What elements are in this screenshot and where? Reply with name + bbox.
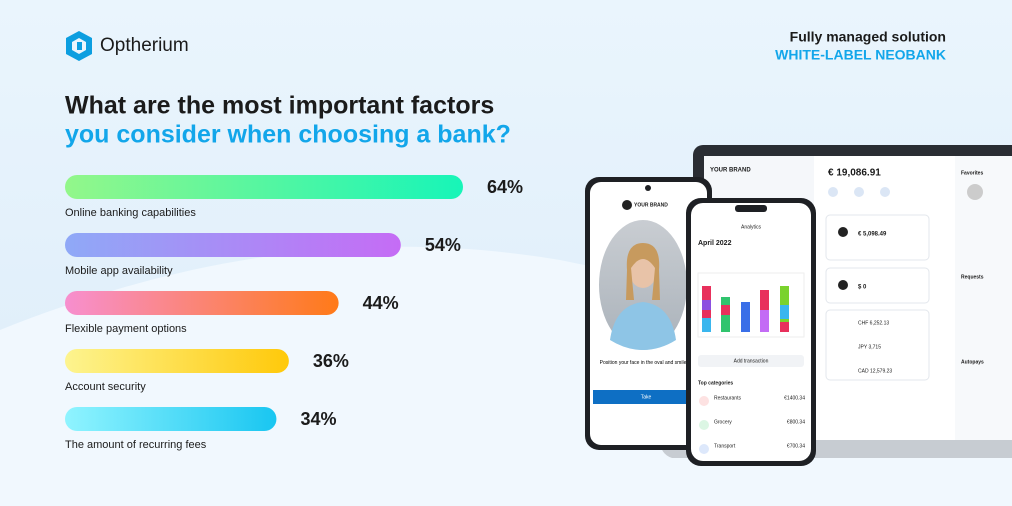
mockup-text: CHF 6,252.13 <box>858 320 889 326</box>
title-line: you consider when choosing a bank? <box>65 121 511 149</box>
category-label: Account security <box>65 381 146 393</box>
bar <box>65 349 289 373</box>
bar <box>65 233 401 257</box>
phone <box>585 177 712 450</box>
mockup-text: Restaurants <box>714 395 741 401</box>
mockup-text: JPY 3,715 <box>858 344 881 350</box>
category-label: The amount of recurring fees <box>65 439 207 451</box>
value-label: 54% <box>425 235 461 255</box>
mockup-text: Analytics <box>741 224 762 230</box>
mockup-text: Autopays <box>961 359 984 365</box>
mockup-text: Transport <box>714 443 736 449</box>
tagline: Fully managed solution <box>790 29 946 45</box>
category-label: Flexible payment options <box>65 323 187 335</box>
brand: Optherium <box>100 35 189 56</box>
mockup-text: Position your face in the oval and smile <box>599 360 687 366</box>
category-label: Mobile app availability <box>65 265 173 277</box>
mockup-text: YOUR BRAND <box>634 202 668 208</box>
mockup-text: $ 0 <box>858 285 867 291</box>
logo <box>66 31 92 61</box>
value-label: 36% <box>313 351 349 371</box>
mockup-text: Grocery <box>714 419 732 425</box>
bar <box>65 291 339 315</box>
mockup-text: CAD 12,579.23 <box>858 368 892 374</box>
mockup-text: Requests <box>961 274 984 280</box>
mockup-text: € 19,086.91 <box>828 168 881 179</box>
bar <box>65 175 463 199</box>
mockup-text-box: Position your face in the oval and smile <box>599 360 687 366</box>
mockup-button: Take <box>641 394 652 400</box>
bar <box>65 407 277 431</box>
value-label: 44% <box>363 293 399 313</box>
value-label: 34% <box>300 409 336 429</box>
title-line: What are the most important factors <box>65 92 494 120</box>
category-label: Online banking capabilities <box>65 207 196 219</box>
mockup-text: €800.34 <box>787 419 805 425</box>
phone <box>686 198 816 466</box>
product: WHITE-LABEL NEOBANK <box>775 47 946 63</box>
mockup-text: €700.34 <box>787 443 805 449</box>
mockup-text: €1400.34 <box>784 395 805 401</box>
mockup-text: Favorites <box>961 170 983 176</box>
mockup-text: Add transaction <box>734 358 769 364</box>
mockup-text: April 2022 <box>698 240 732 247</box>
mockup-text: YOUR BRAND <box>710 168 751 174</box>
mockup-text: Top categories <box>698 380 733 386</box>
value-label: 64% <box>487 177 523 197</box>
mockup-text: € 5,098.49 <box>858 232 887 238</box>
